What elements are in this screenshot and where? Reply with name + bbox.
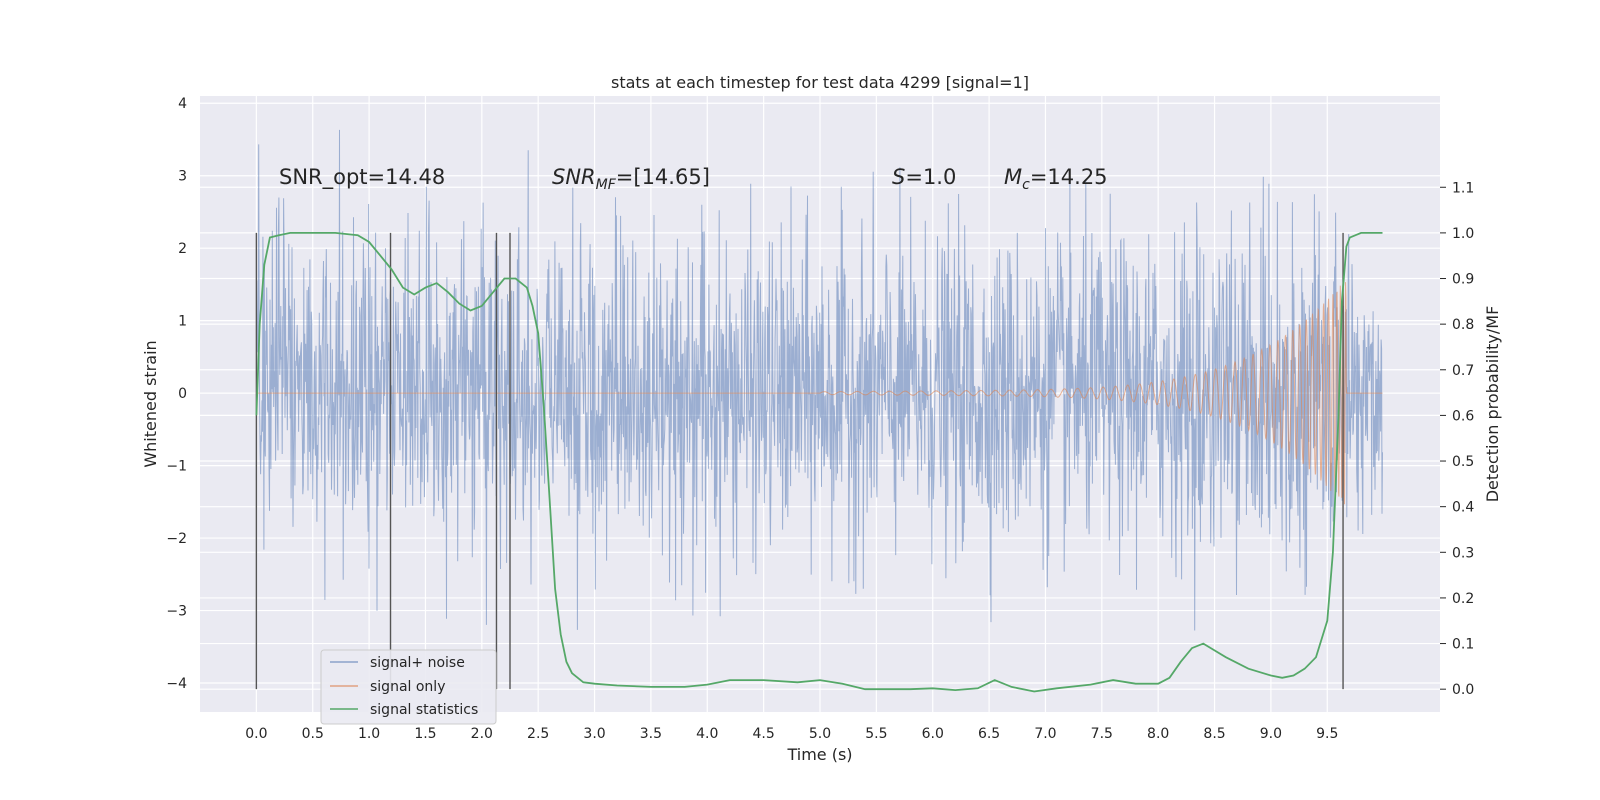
x-tick-label: 3.0 [583,726,605,742]
legend-label-statistics: signal statistics [370,702,478,718]
annotation-snr-mf-var: SNR [552,165,596,189]
annotation-s-var: S [892,165,905,189]
annotation-mc: Mc=14.25 [1004,165,1108,193]
x-tick-label: 1.5 [414,726,436,742]
y-tick-label-right: 0.0 [1452,682,1474,698]
legend: signal+ noise signal only signal statist… [320,649,497,725]
y-tick-label-left: −2 [166,531,187,547]
x-tick-label: 5.5 [865,726,887,742]
legend-label-signal-only: signal only [370,679,445,695]
x-tick-label: 4.0 [696,726,718,742]
x-tick-label: 8.0 [1147,726,1169,742]
y-tick-label-right: 0.9 [1452,272,1474,288]
y-tick-label-left: −4 [166,676,187,692]
y-tick-label-right: 0.2 [1452,591,1474,607]
x-tick-label: 0.0 [245,726,267,742]
y-tick-label-left: 0 [178,386,187,402]
x-tick-label: 3.5 [640,726,662,742]
y-tick-label-right: 0.5 [1452,454,1474,470]
x-tick-label: 9.0 [1260,726,1282,742]
x-tick-label: 6.5 [978,726,1000,742]
annotation-snr-opt: SNR_opt=14.48 [279,165,445,190]
y-tick-label-left: −1 [166,459,187,475]
x-axis-label: Time (s) [786,745,852,764]
x-tick-label: 9.5 [1316,726,1338,742]
x-tick-label: 6.0 [922,726,944,742]
y-tick-label-right: 0.6 [1452,408,1474,424]
legend-label-noise: signal+ noise [370,655,465,671]
y-tick-label-left: 3 [178,169,187,185]
y-ticks-right: 0.0 0.1 0.2 0.3 0.4 0.5 0.6 0.7 0.8 0.9 1.0 1.1 [1440,180,1474,698]
y-tick-label-left: 2 [178,241,187,257]
signal-only-line [256,281,1383,505]
signal-statistics-line [255,231,1383,693]
x-tick-label: 4.5 [753,726,775,742]
x-tick-label: 7.0 [1034,726,1056,742]
legend-box [320,649,497,725]
x-tick-label: 1.0 [358,726,380,742]
x-tick-label: 2.0 [471,726,493,742]
y-tick-label-right: 0.8 [1452,317,1474,333]
annotation-snr-mf-sub: MF [596,177,617,193]
vertical-lines [255,232,1344,690]
y-tick-label-right: 0.3 [1452,545,1474,561]
y-axis-label-right: Detection probability/MF [1483,306,1502,503]
y-tick-label-left: 4 [178,96,187,112]
annotation-snr-mf: SNRMF=[14.65] [552,165,710,193]
y-tick-label-right: 1.0 [1452,226,1474,242]
annotation-s: S=1.0 [892,165,956,189]
y-tick-label-right: 1.1 [1452,180,1474,196]
signal-only-series [256,281,1383,505]
x-tick-label: 0.5 [302,726,324,742]
signal-statistics-series [255,231,1383,693]
y-tick-label-right: 0.1 [1452,637,1474,653]
y-tick-label-right: 0.4 [1452,500,1474,516]
y-ticks-left: −4 −3 −2 −1 0 1 2 3 4 [166,96,187,692]
x-tick-label: 5.0 [809,726,831,742]
x-ticks: 0.0 0.5 1.0 1.5 2.0 2.5 3.0 3.5 4.0 4.5 5.0 5.5 6.0 6… [245,726,1338,742]
annotation-snr-mf-value: =[14.65] [616,165,710,189]
noise-series [255,129,1383,631]
annotation-mc-var: M [1004,165,1022,189]
y-axis-label-left: Whitened strain [141,340,160,467]
x-tick-label: 7.5 [1091,726,1113,742]
chart-title: stats at each timestep for test data 429… [611,73,1029,92]
annotation-mc-value: =14.25 [1030,165,1108,189]
noise-line [255,129,1383,631]
x-tick-label: 8.5 [1203,726,1225,742]
annotation-mc-sub: c [1022,177,1030,193]
y-tick-label-left: −3 [166,604,187,620]
y-tick-label-left: 1 [178,314,187,330]
annotation-s-value: =1.0 [905,165,956,189]
x-tick-label: 2.5 [527,726,549,742]
y-tick-label-right: 0.7 [1452,363,1474,379]
